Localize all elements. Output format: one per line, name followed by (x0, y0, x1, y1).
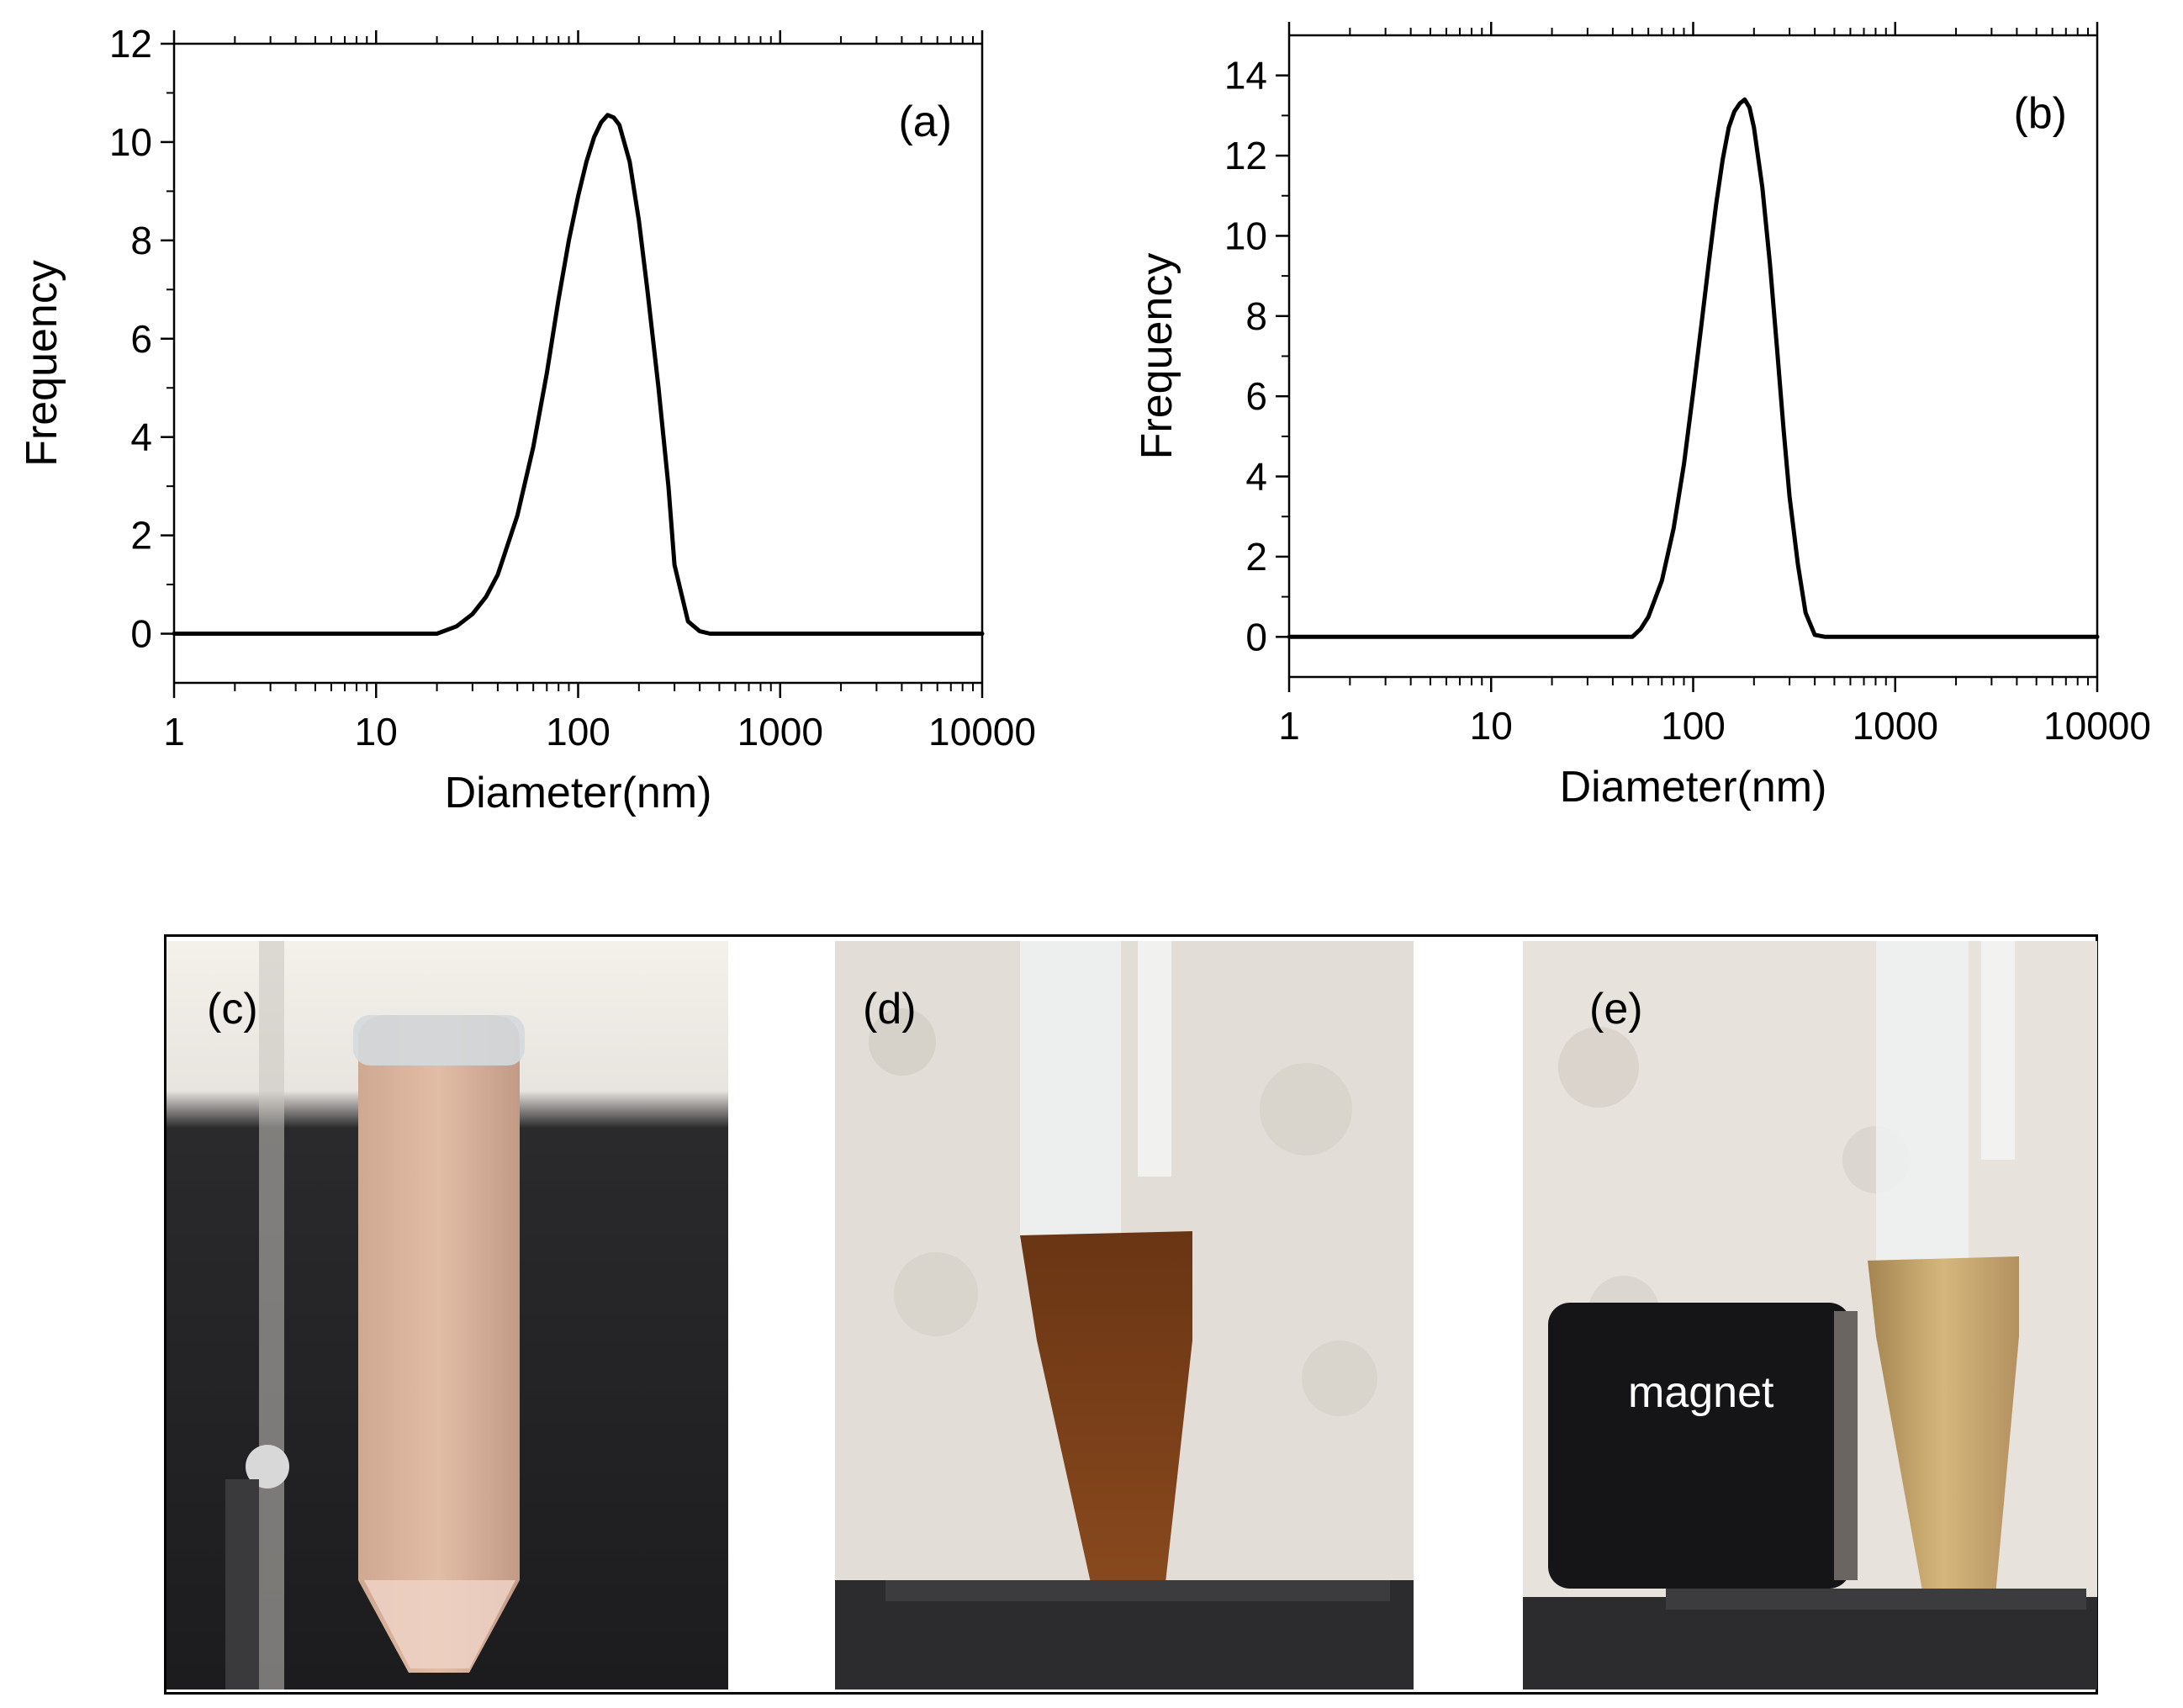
y-tick-label-a: 0 (130, 612, 152, 656)
y-tick-label-b: 8 (1245, 294, 1267, 338)
y-tick-label-a: 6 (130, 317, 152, 361)
panel-label-a: (a) (898, 98, 952, 146)
y-tick-label-b: 2 (1245, 535, 1267, 579)
x-tick-label-b: 1000 (1853, 704, 1938, 748)
photo-d (835, 941, 1414, 1689)
y-axis-label-b: Frequency (1133, 253, 1181, 460)
y-tick-label-a: 2 (130, 514, 152, 558)
x-tick-label-a: 100 (546, 710, 610, 754)
chart-b: 0 2 4 6 8 10 12 14 1 10 100 1000 10000 Diameter(nm) Fr… (1133, 22, 2151, 812)
photo-c (166, 941, 728, 1689)
series-line-a (172, 113, 985, 636)
y-tick-label-b: 6 (1245, 374, 1267, 418)
x-tick-label-a: 10000 (928, 710, 1036, 754)
photo-d-label: (d) (863, 985, 917, 1034)
y-tick-label-b: 14 (1224, 54, 1267, 98)
panel-label-b: (b) (2013, 89, 2067, 138)
x-tick-label-b: 1 (1278, 704, 1300, 748)
y-tick-label-b: 4 (1245, 455, 1267, 499)
x-axis-label-a: Diameter(nm) (445, 769, 712, 817)
x-axis-label-b: Diameter(nm) (1560, 763, 1827, 812)
photo-e-label: (e) (1589, 985, 1643, 1034)
x-tick-label-a: 10 (355, 710, 398, 754)
y-tick-label-a: 12 (109, 22, 152, 66)
magnet-label: magnet (1628, 1368, 1774, 1417)
y-tick-label-b: 12 (1224, 134, 1267, 177)
x-tick-label-a: 1 (163, 710, 185, 754)
photo-panel: (c) (d) (164, 934, 2098, 1695)
photo-c-label: (c) (207, 985, 258, 1034)
x-tick-label-b: 100 (1661, 704, 1726, 748)
y-tick-label-b: 10 (1224, 214, 1267, 257)
y-tick-label-b: 0 (1245, 615, 1267, 658)
series-line-b (1287, 97, 2100, 639)
y-tick-label-a: 4 (130, 415, 152, 459)
x-tick-label-b: 10 (1470, 704, 1513, 748)
photo-e (1523, 941, 2097, 1689)
y-tick-label-a: 10 (109, 120, 152, 164)
y-tick-label-a: 8 (130, 219, 152, 262)
y-axis-label-a: Frequency (18, 260, 66, 467)
x-tick-label-a: 1000 (737, 710, 823, 754)
x-tick-label-b: 10000 (2043, 704, 2151, 748)
chart-a: 0 2 4 6 8 10 12 1 10 100 1000 10000 Diameter(nm) Freq… (18, 22, 1036, 817)
